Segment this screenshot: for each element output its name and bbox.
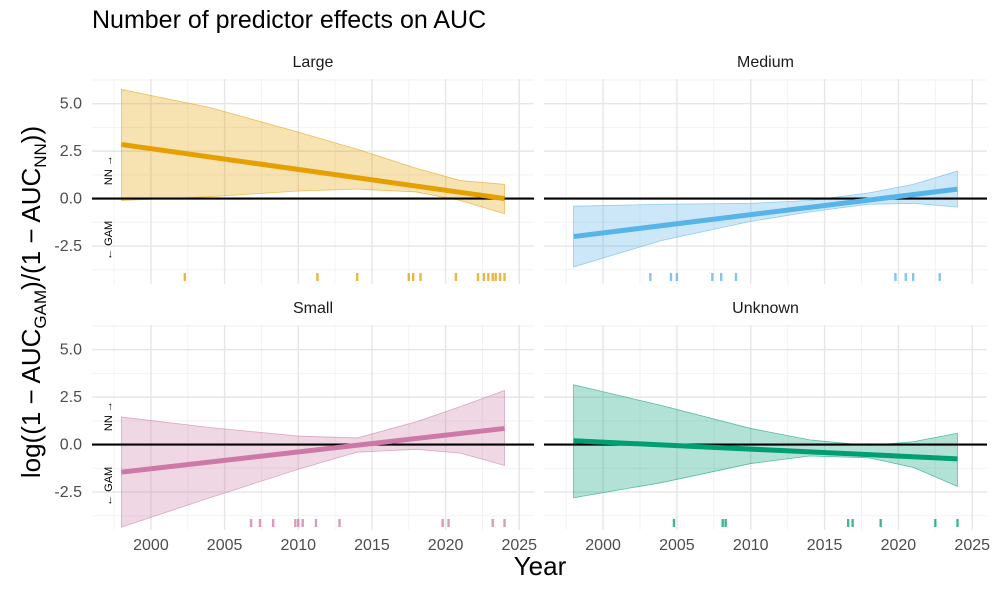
confidence-band xyxy=(121,389,505,528)
panel-label: Small xyxy=(293,300,333,317)
y-tick-label: 2.5 xyxy=(60,143,82,160)
panel-large: Large -2.5 0.0 2.5 5.0 NN → ← GAM xyxy=(54,54,534,284)
y-axis-title: log((1 − AUCGAM)/(1 − AUCNN)) xyxy=(16,126,50,478)
rug-mark xyxy=(249,519,253,527)
rug-mark xyxy=(669,273,673,281)
x-tick-label: 2010 xyxy=(280,537,316,554)
trend-line xyxy=(121,425,505,475)
gam-direction-label: ← GAM xyxy=(103,467,115,506)
x-tick-label: 2010 xyxy=(733,537,769,554)
rug-mark xyxy=(338,519,341,527)
rug-mark xyxy=(904,273,907,281)
confidence-band xyxy=(573,384,958,499)
confidence-band xyxy=(573,170,958,268)
panel-label: Medium xyxy=(737,54,794,71)
y-tick-label: 5.0 xyxy=(60,96,82,113)
rug-mark xyxy=(482,273,486,281)
x-tick-label: 2020 xyxy=(428,537,464,554)
rug-mark xyxy=(672,519,676,527)
rug-mark xyxy=(503,519,506,527)
rug-mark xyxy=(894,273,897,281)
rug-mark xyxy=(724,519,727,527)
trend-line xyxy=(121,142,505,202)
rug-mark xyxy=(183,273,187,281)
rug-mark xyxy=(491,273,494,281)
x-tick-label: 2025 xyxy=(954,537,990,554)
rug-mark xyxy=(476,273,480,281)
rug-mark xyxy=(498,273,502,281)
x-tick-label: 2020 xyxy=(881,537,917,554)
panel-small: Small -2.5 0.0 2.5 5.0 NN → ← GAM 2000 2005 2010 2… xyxy=(54,300,537,554)
rug-mark xyxy=(911,273,915,281)
rug-mark xyxy=(294,519,297,527)
x-tick-label: 2000 xyxy=(585,537,621,554)
rug-mark xyxy=(721,519,724,527)
y-tick-label: -2.5 xyxy=(54,484,82,501)
rug-mark xyxy=(846,519,850,527)
trend-line xyxy=(573,186,958,240)
y-tick-label: 0.0 xyxy=(60,191,82,208)
rug-mark xyxy=(879,519,882,527)
panels: Large -2.5 0.0 2.5 5.0 NN → ← GAM Medium Small -2… xyxy=(54,54,990,554)
rug-mark xyxy=(487,273,490,281)
rug-mark xyxy=(934,519,937,527)
trend-line xyxy=(573,438,958,462)
y-tick-label: 0.0 xyxy=(60,437,82,454)
x-axis-title: Year xyxy=(514,551,567,581)
rug-mark xyxy=(316,273,319,281)
rug-mark xyxy=(454,273,458,281)
panel-label: Unknown xyxy=(732,300,799,317)
rug-mark xyxy=(720,273,723,281)
rug-mark xyxy=(675,273,679,281)
panel-medium: Medium xyxy=(544,54,987,284)
chart-title: Number of predictor effects on AUC xyxy=(92,6,486,34)
panel-unknown: Unknown 2000 2005 2010 2015 2020 2025 xyxy=(544,300,990,554)
x-tick-label: 2000 xyxy=(133,537,169,554)
nn-direction-label: NN → xyxy=(103,401,115,431)
rug-mark xyxy=(494,273,497,281)
rug-mark xyxy=(258,519,262,527)
rug-mark xyxy=(297,519,300,527)
x-tick-label: 2005 xyxy=(207,537,243,554)
x-tick-label: 2015 xyxy=(354,537,390,554)
rug-mark xyxy=(411,273,415,281)
rug-mark xyxy=(649,273,652,281)
rug-mark xyxy=(301,519,304,527)
y-tick-label: 2.5 xyxy=(60,389,82,406)
x-tick-label: 2025 xyxy=(501,537,537,554)
rug-mark xyxy=(447,519,450,527)
rug-mark xyxy=(734,273,738,281)
gam-direction-label: ← GAM xyxy=(103,221,115,260)
rug-mark xyxy=(711,273,714,281)
rug-mark xyxy=(503,273,506,281)
panel-label: Large xyxy=(293,54,334,71)
rug-mark xyxy=(441,519,444,527)
rug-mark xyxy=(851,519,854,527)
y-tick-label: -2.5 xyxy=(54,238,82,255)
rug-mark xyxy=(356,273,359,281)
x-tick-label: 2015 xyxy=(807,537,843,554)
rug-mark xyxy=(407,273,410,281)
rug-mark xyxy=(314,519,318,527)
rug-mark xyxy=(956,519,959,527)
nn-direction-label: NN → xyxy=(103,155,115,185)
rug-mark xyxy=(491,519,494,527)
y-tick-label: 5.0 xyxy=(60,342,82,359)
rug-mark xyxy=(272,519,275,527)
rug-mark xyxy=(419,273,422,281)
x-tick-label: 2005 xyxy=(659,537,695,554)
rug-mark xyxy=(938,273,941,281)
